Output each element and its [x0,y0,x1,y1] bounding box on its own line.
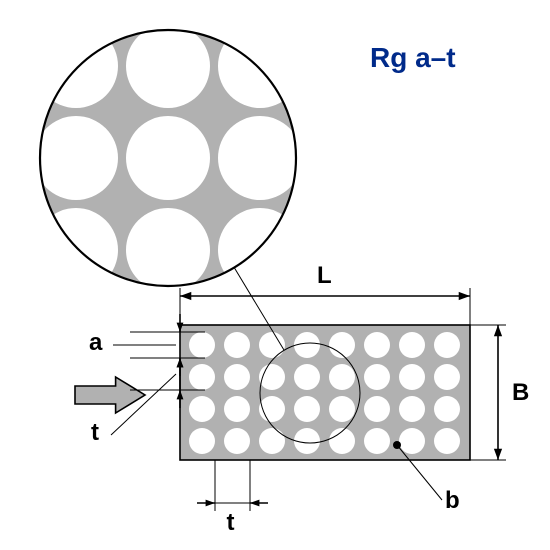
diagram-canvas: Rg a–t L B a t t b [0,0,550,550]
dim-label-L: L [317,262,332,290]
dim-label-t-left: t [91,419,99,447]
dim-label-B: B [512,379,529,407]
dim-label-b: b [445,487,460,515]
dim-label-t-bottom: t [227,509,235,537]
diagram-svg [0,0,550,550]
title-label: Rg a–t [370,42,456,74]
dim-label-a: a [89,329,102,357]
